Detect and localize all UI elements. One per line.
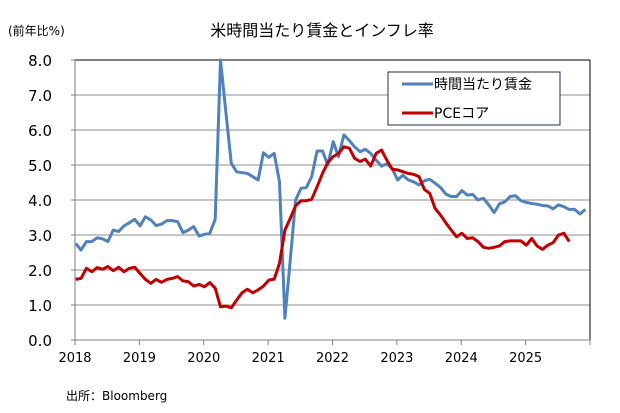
gridlines [75,59,591,340]
x-tick-label: 2024 [445,351,478,366]
y-tick-label: 5.0 [28,157,52,175]
y-tick-label: 1.0 [28,297,52,315]
y-tick-label: 4.0 [28,192,52,210]
series-line-pce [75,145,571,310]
y-tick-label: 3.0 [28,227,52,245]
y-tick-label: 6.0 [28,122,52,140]
y-axis: 0.0 1.0 2.0 3.0 4.0 5.0 6.0 7.0 8.0 [28,52,76,350]
x-tick-label: 2025 [509,351,542,366]
x-tick-label: 2018 [58,351,91,366]
y-tick-label: 2.0 [28,262,52,280]
x-tick-label: 2022 [316,351,349,366]
series-line-wage [74,58,587,320]
source-note: 出所：Bloomberg [66,389,167,403]
x-axis: 2018 2019 2020 2021 2022 2023 2024 2025 [58,339,591,366]
chart-title: 米時間当たり賃金とインフレ率 [210,21,434,40]
x-tick-label: 2021 [252,351,285,366]
y-tick-label: 8.0 [28,52,52,70]
legend-label-pce: PCEコア [434,106,489,122]
legend-label-wage: 時間当たり賃金 [434,77,532,93]
x-tick-label: 2019 [123,351,156,366]
y-tick-label: 7.0 [28,87,52,105]
legend: 時間当たり賃金 PCEコア [387,71,561,126]
y-axis-unit-label: (前年比%) [8,23,65,38]
series-lines [74,58,587,320]
y-tick-label: 0.0 [28,332,52,350]
x-tick-label: 2020 [187,351,220,366]
x-tick-label: 2023 [380,351,413,366]
